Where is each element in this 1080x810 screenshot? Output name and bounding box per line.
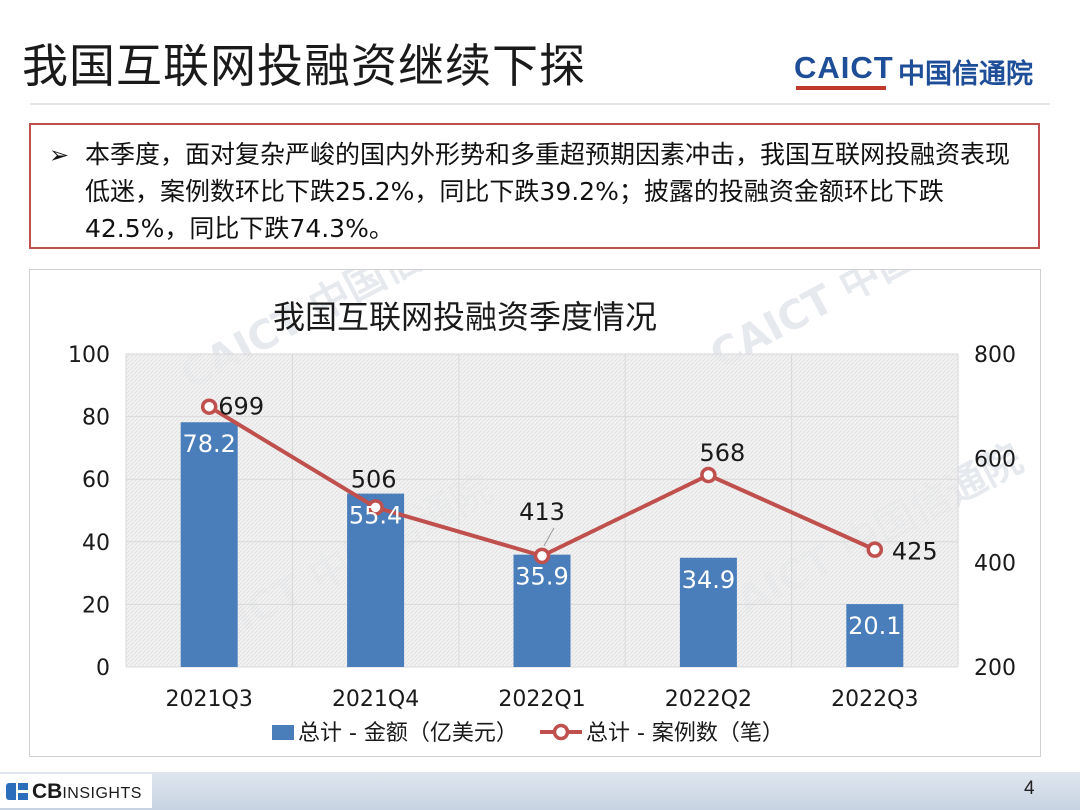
caict-logo: CAICT 中国信通院 — [794, 50, 1054, 90]
line-point — [200, 398, 218, 415]
y-right-tick-label: 200 — [974, 656, 1016, 681]
bar — [679, 557, 737, 667]
bar-value-label: 20.1 — [848, 612, 901, 640]
x-tick-label: 2022Q3 — [831, 687, 918, 712]
bar — [180, 422, 238, 667]
y-left-tick-label: 100 — [68, 343, 110, 368]
y-left-tick-label: 0 — [96, 656, 110, 681]
slide-title: 我国互联网投融资继续下探 — [22, 39, 586, 93]
legend-swatch-bar — [272, 725, 294, 740]
bar — [513, 554, 571, 667]
line-value-label: 425 — [892, 538, 938, 566]
legend-label-line: 总计 - 案例数（笔） — [586, 721, 784, 746]
line-point — [533, 547, 551, 565]
cb-insights-logo: CBINSIGHTS — [0, 774, 152, 808]
x-tick-label: 2021Q4 — [332, 687, 419, 712]
y-right-tick-label: 400 — [974, 552, 1016, 577]
caict-logo-bar — [796, 86, 886, 90]
legend-label-bar: 总计 - 金额（亿美元） — [298, 721, 518, 746]
y-left-tick-label: 60 — [82, 468, 110, 493]
line-series — [200, 398, 884, 565]
bullet-arrow-icon: ➢ — [49, 141, 70, 169]
cb-logo-text: INSIGHTS — [62, 785, 142, 802]
x-tick-label: 2022Q1 — [498, 687, 585, 712]
y-right-tick-label: 800 — [974, 343, 1016, 368]
label-leader-line — [543, 527, 555, 547]
line-value-label: 568 — [699, 439, 745, 467]
cb-logo-bold: CB — [32, 780, 63, 803]
legend-swatch-marker — [552, 723, 570, 741]
axes: 0 20 40 60 80 100 200 400 600 800 2021Q3 2021Q4 2022… — [68, 343, 1016, 712]
bar-value-label: 55.4 — [349, 502, 402, 530]
summary-box: ➢ 本季度，面对复杂严峻的国内外形势和多重超预期因素冲击，我国互联网投融资表现低… — [29, 123, 1040, 249]
y-left-tick-label: 40 — [82, 531, 110, 556]
bar-series — [180, 422, 904, 667]
data-labels: 78.2 55.4 35.9 34.9 20.1 699 506 413 568 425 — [182, 393, 937, 640]
cb-insights-mark-icon — [6, 783, 28, 800]
bar-value-label: 34.9 — [682, 566, 735, 594]
bar — [846, 604, 904, 667]
x-tick-label: 2021Q3 — [166, 687, 253, 712]
page-number: 4 — [1024, 778, 1035, 799]
bar — [347, 493, 405, 667]
bar-value-label: 78.2 — [182, 430, 235, 458]
footer-band — [0, 772, 1080, 810]
y-left-tick-label: 80 — [82, 406, 110, 431]
line-value-label: 506 — [351, 465, 397, 493]
caict-logo-cn: 中国信通院 — [898, 59, 1033, 90]
line-point — [866, 541, 884, 558]
y-left-tick-label: 20 — [82, 593, 110, 618]
legend: 总计 - 金额（亿美元） 总计 - 案例数（笔） — [272, 721, 784, 746]
chart-title: 我国互联网投融资季度情况 — [273, 298, 657, 336]
bar-value-label: 35.9 — [515, 563, 568, 591]
line-point — [367, 499, 384, 516]
summary-text: 本季度，面对复杂严峻的国内外形势和多重超预期因素冲击，我国互联网投融资表现低迷，… — [85, 140, 1011, 243]
line-value-label: 413 — [519, 498, 565, 526]
x-tick-label: 2022Q2 — [665, 687, 752, 712]
y-right-tick-label: 600 — [974, 447, 1016, 472]
title-divider — [30, 103, 1050, 105]
line-point — [700, 466, 717, 484]
line-value-label: 699 — [218, 393, 264, 421]
caict-logo-text: CAICT — [794, 50, 894, 85]
